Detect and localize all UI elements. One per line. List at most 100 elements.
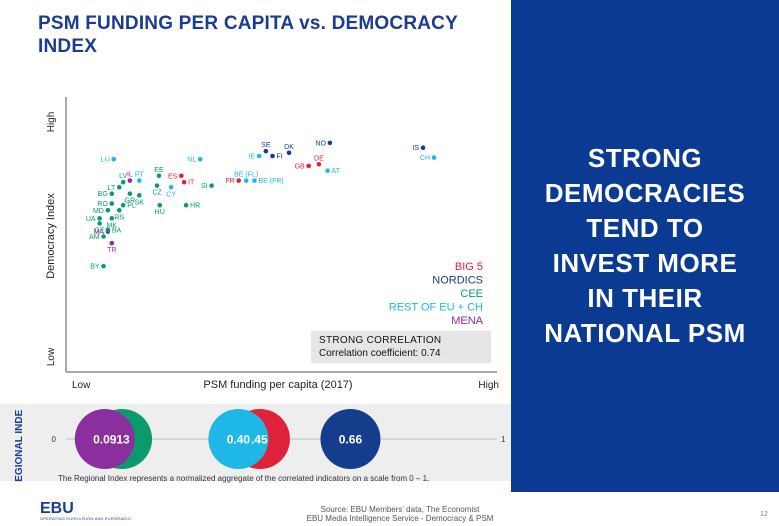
point-lu bbox=[111, 156, 117, 162]
point-be-fl bbox=[243, 178, 249, 183]
point-label: GR bbox=[125, 198, 136, 205]
point-hr bbox=[183, 202, 189, 208]
point-label: PL bbox=[127, 203, 136, 210]
correlation-coefficient: Correlation coefficient: 0.74 bbox=[319, 348, 441, 359]
point-bg bbox=[109, 191, 115, 197]
point-dk bbox=[286, 150, 292, 156]
regional-value-cee: .13 bbox=[113, 433, 130, 447]
point-it bbox=[181, 179, 187, 185]
point-label: ES bbox=[168, 173, 178, 180]
point-de bbox=[316, 161, 322, 167]
point-label: IT bbox=[188, 180, 195, 187]
y-tick-low: Low bbox=[46, 347, 57, 366]
right-line: IN THEIR bbox=[587, 283, 703, 313]
right-panel: STRONG DEMOCRACIES TEND TO INVEST MORE I… bbox=[511, 0, 779, 492]
point-label: MA bbox=[93, 229, 104, 236]
point-label: MD bbox=[93, 208, 104, 215]
point-is bbox=[420, 145, 426, 151]
regional-index-scale: 0 1 .130.09 .450.40 0.66 bbox=[52, 409, 506, 469]
point-label: BA bbox=[112, 227, 122, 234]
point-label: EE bbox=[154, 167, 164, 174]
point-fr bbox=[236, 178, 242, 183]
point-lt bbox=[116, 184, 122, 190]
source-line-1: Source: EBU Members' data, The Economist bbox=[320, 505, 480, 514]
regional-value-big5: .45 bbox=[251, 433, 268, 447]
point-label: CZ bbox=[152, 190, 162, 197]
legend-item-rest: REST OF EU + CH bbox=[389, 302, 483, 314]
point-label: HR bbox=[190, 203, 200, 210]
point-by bbox=[101, 263, 106, 269]
point-label: RO bbox=[97, 201, 108, 208]
right-panel-text: STRONG DEMOCRACIES TEND TO INVEST MORE I… bbox=[544, 141, 745, 351]
point-il bbox=[127, 178, 133, 183]
scatter-chart: High Low Democracy Index Low High PSM fu… bbox=[45, 97, 499, 391]
regional-value-nordics: 0.66 bbox=[339, 433, 363, 447]
x-tick-high: High bbox=[478, 380, 499, 391]
point-tr bbox=[109, 240, 115, 246]
point-label: CH bbox=[420, 155, 430, 162]
point-ee bbox=[156, 173, 162, 179]
point-lv bbox=[120, 179, 126, 185]
point-nl bbox=[197, 156, 203, 162]
point-gr bbox=[127, 191, 133, 197]
point-at bbox=[325, 168, 330, 174]
regional-index-label: REGIONAL INDEX bbox=[14, 410, 25, 482]
point-label: SE bbox=[261, 142, 271, 149]
point-label: UA bbox=[86, 216, 96, 223]
regional-value-mena: 0.09 bbox=[93, 433, 117, 447]
point-label: MK bbox=[107, 222, 118, 229]
regional-scale-min: 0 bbox=[52, 435, 57, 444]
point-sk bbox=[137, 193, 142, 198]
point-mk bbox=[109, 216, 115, 221]
point-rs bbox=[116, 207, 122, 213]
point-be-fr bbox=[252, 178, 257, 183]
regional-index-note: The Regional Index represents a normaliz… bbox=[58, 474, 430, 483]
point-label: NO bbox=[315, 140, 326, 147]
right-line: TEND TO bbox=[586, 213, 704, 243]
regional-bubble-rest bbox=[208, 409, 269, 469]
point-label: AT bbox=[332, 168, 341, 175]
point-label: SK bbox=[135, 199, 145, 206]
legend-item-mena: MENA bbox=[451, 315, 483, 327]
regional-bubble-mena bbox=[74, 409, 135, 469]
point-cz bbox=[154, 183, 160, 188]
point-label: BY bbox=[90, 264, 100, 271]
point-se bbox=[263, 148, 269, 154]
point-label: GB bbox=[295, 163, 305, 170]
point-cy bbox=[168, 184, 174, 190]
point-no bbox=[327, 140, 333, 146]
point-label: PT bbox=[135, 172, 145, 179]
point-label: BG bbox=[98, 191, 108, 198]
correlation-box: STRONG CORRELATION Correlation coefficie… bbox=[311, 331, 491, 363]
point-pt bbox=[137, 178, 142, 183]
x-axis-label: PSM funding per capita (2017) bbox=[203, 379, 352, 391]
point-ua bbox=[97, 216, 102, 221]
point-es bbox=[179, 173, 184, 179]
point-label: LU bbox=[101, 157, 110, 164]
point-label: NL bbox=[187, 157, 196, 164]
right-line: DEMOCRACIES bbox=[544, 178, 746, 208]
right-line: STRONG bbox=[587, 143, 703, 173]
point-label: IS bbox=[412, 145, 419, 152]
point-pl bbox=[120, 202, 126, 208]
point-label: BE (FL) bbox=[234, 172, 258, 179]
point-am bbox=[101, 234, 106, 239]
point-label: LT bbox=[108, 185, 116, 192]
page-number: 12 bbox=[760, 511, 768, 518]
point-gb bbox=[306, 163, 311, 169]
point-label: HU bbox=[155, 209, 165, 216]
point-ie bbox=[256, 153, 262, 159]
point-label: IE bbox=[249, 154, 256, 161]
regional-value-rest: 0.40 bbox=[227, 433, 251, 447]
point-label: RS bbox=[114, 214, 124, 221]
point-label: AM bbox=[89, 234, 100, 241]
point-label: CY bbox=[166, 191, 176, 198]
regional-index-label-text: REGIONAL INDEX bbox=[14, 410, 25, 482]
page-title: PSM FUNDING PER CAPITA vs. DEMOCRACY IND… bbox=[38, 13, 458, 57]
point-label: DK bbox=[284, 144, 294, 151]
point-hu bbox=[157, 202, 163, 208]
point-si bbox=[209, 183, 214, 188]
point-ch bbox=[431, 155, 437, 160]
